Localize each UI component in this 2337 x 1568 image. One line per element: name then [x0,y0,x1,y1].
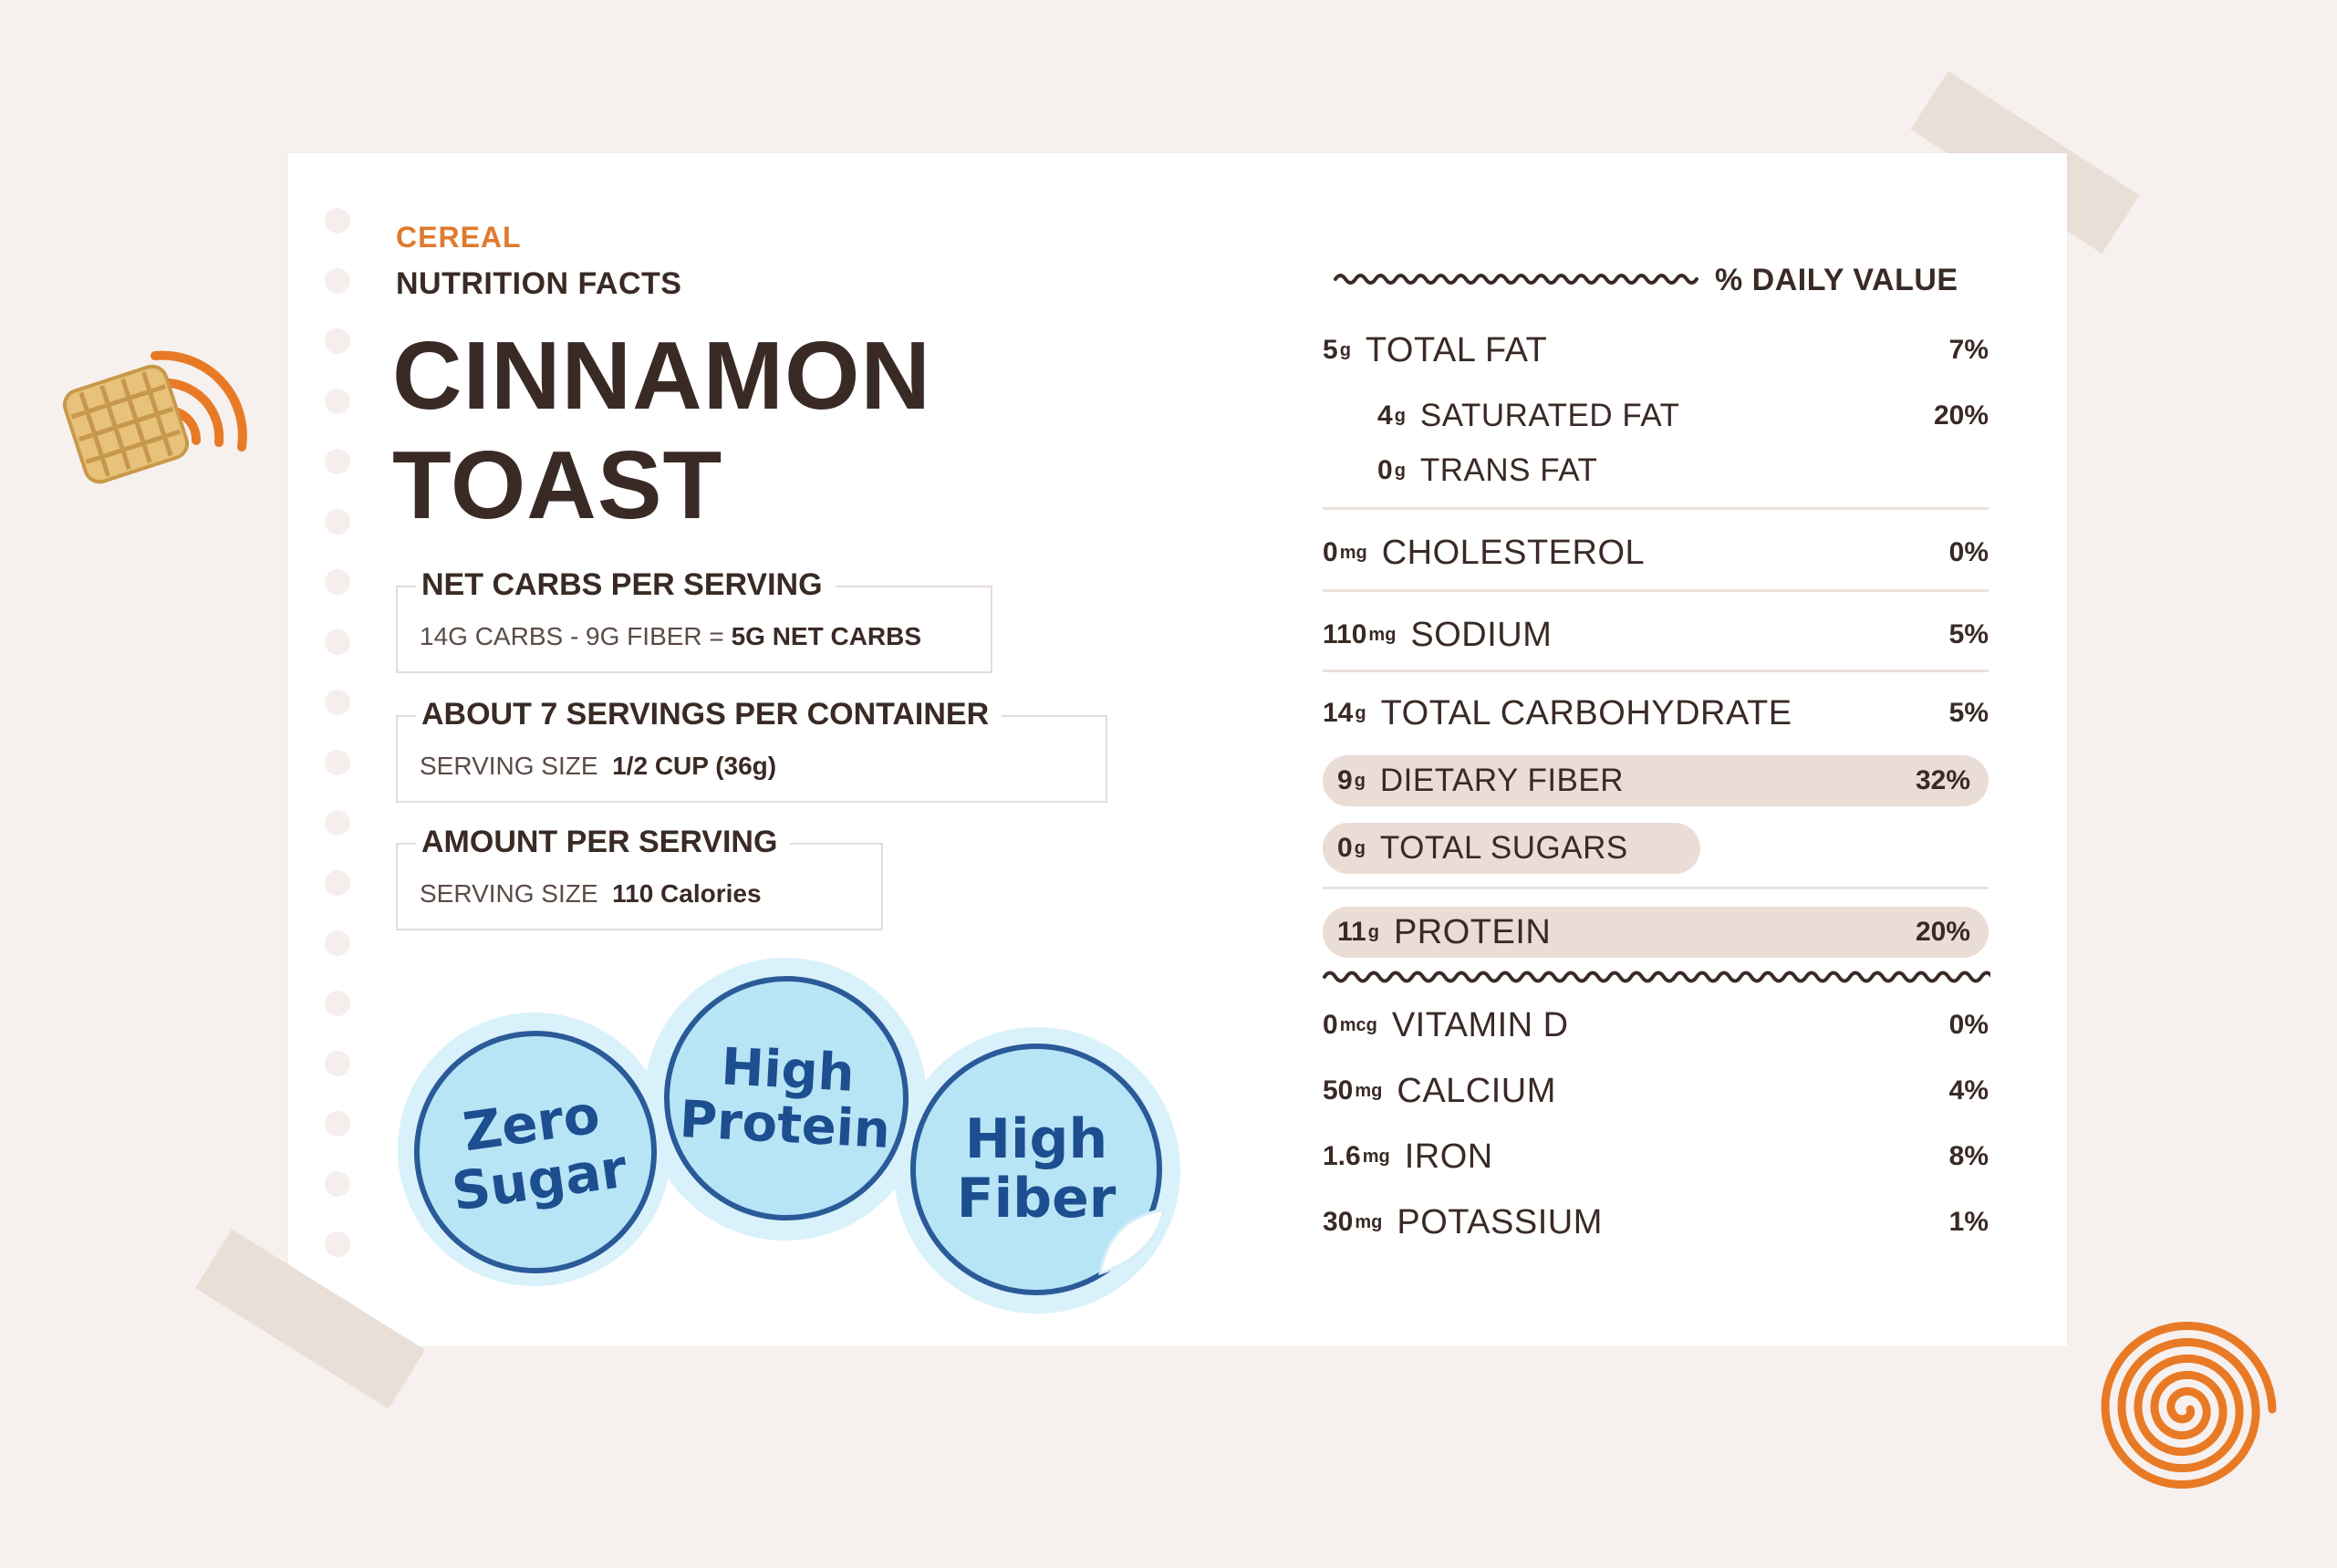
nutrient-vitamin-d: 0 mcg VITAMIN D 0% [1323,1005,1989,1044]
nutrient-calcium: 50 mg CALCIUM 4% [1323,1071,1989,1110]
squiggle-divider-middle [1323,971,1990,983]
nutrient-total-carbohydrate: 14 g TOTAL CARBOHYDRATE 5% [1323,693,1989,732]
amount-body: SERVING SIZE 110 Calories [420,879,762,909]
servings-body: SERVING SIZE 1/2 CUP (36g) [420,752,776,781]
net-carbs-heading: NET CARBS PER SERVING [416,567,836,603]
binder-holes [325,208,352,1266]
serving-size-value: 1/2 CUP (36g) [612,752,777,780]
nutrient-potassium: 30 mg POTASSIUM 1% [1323,1202,1989,1241]
servings-box: ABOUT 7 SERVINGS PER CONTAINER SERVING S… [396,697,1107,803]
row-divider [1323,589,1989,592]
nutrient-sodium: 110 mg SODIUM 5% [1323,615,1989,654]
servings-heading: ABOUT 7 SERVINGS PER CONTAINER [416,697,1002,732]
nutrient-cholesterol: 0 mg CHOLESTEROL 0% [1323,533,1989,572]
row-divider [1323,670,1989,672]
row-divider [1323,887,1989,889]
cereal-square-icon [62,350,247,484]
serving-size-label: SERVING SIZE [420,752,598,780]
spiral-icon [2101,1321,2277,1489]
peel-corner-icon [1098,1208,1166,1276]
net-carbs-body: 14G CARBS - 9G FIBER = 5G NET CARBS [420,622,921,651]
calories-value: 110 Calories [612,879,762,908]
amount-heading: AMOUNT PER SERVING [416,825,791,860]
row-divider [1323,507,1989,510]
squiggle-divider-top [1334,274,1698,285]
net-carbs-box: NET CARBS PER SERVING 14G CARBS - 9G FIB… [396,567,992,673]
product-title-line2: TOAST [392,431,723,539]
net-carbs-result: 5G NET CARBS [731,622,922,650]
amount-serving-label: SERVING SIZE [420,879,598,908]
amount-box: AMOUNT PER SERVING SERVING SIZE 110 Calo… [396,825,883,930]
category-label: CEREAL [396,221,522,254]
product-title: CINNAMON TOAST [392,321,931,540]
section-subtitle: NUTRITION FACTS [396,266,682,301]
nutrient-protein: 11 g PROTEIN 20% [1323,907,1989,958]
nutrient-iron: 1.6 mg IRON 8% [1323,1137,1989,1176]
product-title-line1: CINNAMON [392,322,931,430]
daily-value-header: % DAILY VALUE [1715,263,1958,297]
net-carbs-formula: 14G CARBS - 9G FIBER = [420,622,732,650]
